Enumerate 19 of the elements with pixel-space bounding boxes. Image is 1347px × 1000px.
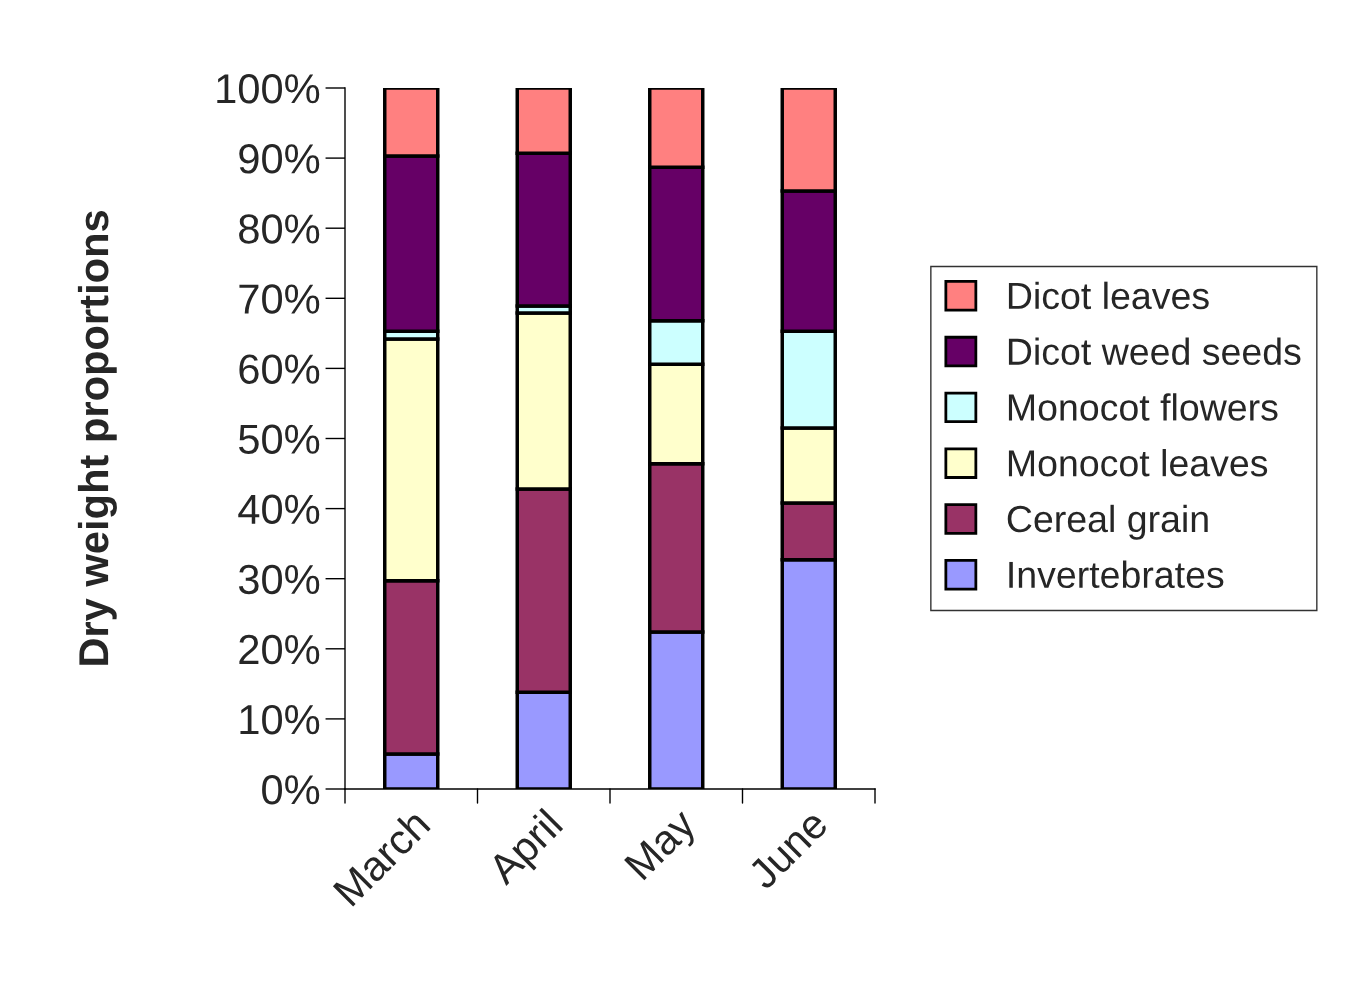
y-tick-label: 80% bbox=[239, 214, 320, 244]
legend-label: Dicot leaves bbox=[1008, 281, 1209, 310]
x-tick-label: May bbox=[624, 806, 704, 887]
y-tick-label: 10% bbox=[240, 704, 320, 735]
y-tick-label: 50% bbox=[238, 424, 320, 455]
legend-label: Monocot flowers bbox=[1008, 393, 1278, 421]
y-tick-label: 100% bbox=[217, 74, 320, 104]
legend-label: Monocot leaves bbox=[1008, 449, 1268, 477]
y-tick-label: 0% bbox=[262, 775, 320, 805]
y-tick-label: 70% bbox=[239, 284, 320, 314]
y-axis-title: Dry weight proportions bbox=[77, 211, 117, 665]
y-tick-label: 30% bbox=[238, 564, 320, 595]
y-tick-label: 60% bbox=[239, 354, 320, 384]
legend-label: Cereal grain bbox=[1007, 504, 1208, 540]
legend-label: Invertebrates bbox=[1009, 560, 1224, 589]
legend-label: Dicot weed seeds bbox=[1008, 337, 1301, 365]
y-tick-label: 20% bbox=[239, 634, 320, 665]
y-tick-label: 40% bbox=[238, 494, 320, 525]
y-tick-label: 90% bbox=[239, 144, 320, 174]
